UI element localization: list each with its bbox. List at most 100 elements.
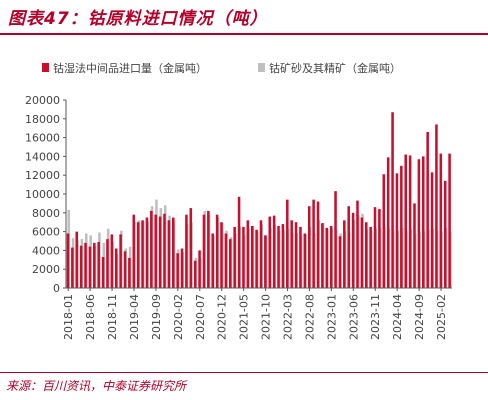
bar-main (448, 153, 451, 288)
bar-main (329, 225, 333, 288)
bar-main (303, 233, 307, 288)
bar-main (176, 253, 179, 288)
bar-main (421, 156, 425, 288)
x-tick-label: 2023-01 (325, 294, 338, 340)
x-tick-label: 2018-11 (106, 294, 119, 340)
bar-main (97, 241, 100, 288)
legend-label-1: 钴湿法中间品进口量（金属吨） (53, 61, 207, 75)
bar-main (369, 226, 372, 288)
x-tick-label: 2021-05 (238, 294, 251, 340)
y-tick-label: 12000 (25, 169, 60, 182)
bar-main (132, 214, 136, 288)
bar-main (277, 225, 280, 288)
bar-main (211, 233, 214, 288)
bar-main (163, 213, 166, 288)
x-tick-label: 2022-08 (303, 294, 316, 340)
bar-main (343, 220, 346, 288)
bar-main (198, 250, 201, 288)
y-tick-label: 8000 (32, 207, 60, 220)
title-divider (0, 33, 488, 35)
bar-main (106, 239, 109, 288)
bar-main (386, 157, 390, 288)
bar-main (220, 222, 223, 288)
x-tick-label: 2023-11 (369, 294, 382, 340)
y-axis: 0 2000 4000 6000 8000 10000 12000 14000 16000 180… (25, 94, 67, 295)
bar-main (93, 242, 96, 288)
bar-main (75, 231, 79, 288)
bar-main (215, 214, 219, 288)
bar-main (114, 248, 118, 288)
bar-main (123, 251, 127, 288)
bar-main (207, 210, 210, 288)
x-tick-label: 2024-04 (391, 294, 404, 340)
bar-main (312, 199, 315, 288)
bar-main (202, 214, 206, 288)
x-tick-label: 2022-03 (282, 294, 295, 340)
bar-main (413, 203, 416, 288)
bar-main (356, 200, 359, 288)
bar-main (439, 153, 443, 288)
bar-main (294, 222, 298, 288)
bar-main (242, 226, 245, 288)
bar-main (136, 222, 140, 288)
source-divider (0, 372, 488, 373)
bar-main (443, 180, 447, 288)
y-tick-label: 2000 (32, 263, 60, 276)
bar-main (281, 224, 285, 288)
bar-main (128, 257, 131, 288)
bar-main (334, 191, 337, 288)
bar-main (338, 236, 342, 288)
bar-main (378, 209, 381, 288)
bar-chart: 钴湿法中间品进口量（金属吨） 钴矿砂及其精矿（金属吨） 0 2000 4000 6000… (25, 61, 452, 340)
bar-main (286, 199, 289, 288)
bar-main (299, 226, 302, 288)
bar-main (233, 226, 236, 288)
x-tick-label: 2021-10 (260, 294, 273, 340)
x-tick-label: 2023-06 (347, 294, 360, 340)
y-tick-label: 18000 (25, 113, 60, 126)
bar-main (364, 222, 368, 288)
figure-title: 图表47：钴原料进口情况（吨） (8, 9, 268, 29)
bar-main (259, 220, 263, 288)
y-tick-label: 4000 (32, 244, 60, 257)
bar-main (426, 131, 429, 288)
bar-main (290, 220, 293, 288)
bar-main (430, 172, 434, 288)
bar-main (110, 234, 114, 288)
bar-main (360, 217, 364, 288)
chart-legend: 钴湿法中间品进口量（金属吨） 钴矿砂及其精矿（金属吨） (42, 61, 401, 75)
x-tick-label: 2019-04 (128, 294, 141, 340)
bar-main (373, 207, 377, 288)
bar-main (325, 227, 329, 288)
bar-main (321, 223, 324, 288)
y-tick-label: 6000 (32, 226, 60, 239)
y-tick-label: 10000 (25, 188, 60, 201)
bar-main (185, 214, 188, 288)
series-main-bars (66, 112, 451, 288)
bar-main (158, 216, 162, 288)
bar-main (417, 159, 421, 288)
bar-main (250, 225, 254, 288)
bar-main (66, 233, 70, 288)
x-tick-label: 2020-12 (216, 294, 229, 340)
x-tick-label: 2020-02 (172, 294, 185, 340)
bar-main (237, 196, 241, 288)
bar-main (400, 165, 403, 288)
figure-source: 来源：百川资讯，中泰证券研究所 (6, 379, 187, 393)
x-tick-label: 2025-02 (435, 294, 448, 340)
bar-main (171, 217, 175, 288)
bar-main (167, 220, 171, 288)
x-tick-label: 2018-06 (84, 294, 97, 340)
bar-main (307, 206, 311, 288)
bar-main (84, 242, 87, 288)
bar-main (119, 234, 122, 288)
bar-main (382, 174, 386, 288)
x-axis: 2018-01 2018-06 2018-11 2019-04 2019-09 2020-… (62, 287, 452, 340)
y-tick-label: 0 (53, 282, 60, 295)
bar-main (193, 260, 197, 288)
y-tick-label: 20000 (25, 94, 60, 107)
bar-main (145, 217, 149, 288)
bar-main (224, 233, 228, 288)
x-tick-label: 2019-09 (150, 294, 163, 340)
bar-main (255, 229, 258, 288)
